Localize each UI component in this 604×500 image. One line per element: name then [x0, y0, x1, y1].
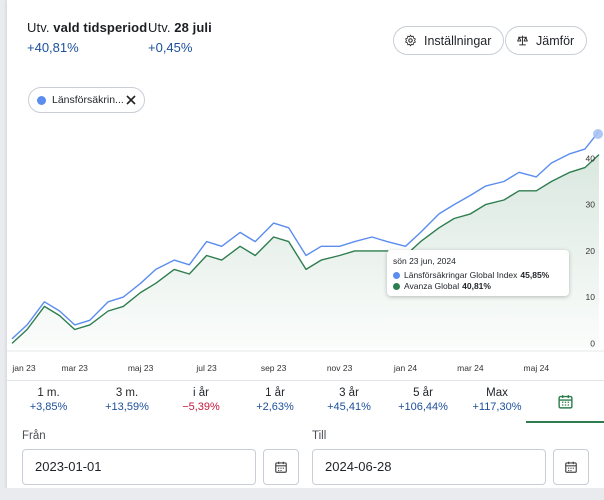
tooltip-series-dot [393, 282, 400, 290]
to-date-block: Till 2024-06-28 [312, 430, 589, 485]
to-label: Till [312, 430, 327, 442]
series-filter-chip[interactable]: Länsförsäkrin... [28, 87, 145, 113]
series-area-fill [12, 154, 599, 348]
compare-button-label: Jämför [536, 33, 575, 48]
y-tick-label: 30 [586, 200, 596, 210]
period-label: 3 år [339, 387, 359, 399]
stat-period-value: +40,81% [27, 40, 79, 55]
tooltip-date: sön 23 jun, 2024 [393, 256, 456, 266]
performance-chart[interactable]: 0 10 20 30 40 jan 23 mar 23 maj 23 jul 23 sep 23… [7, 118, 604, 380]
y-tick-label: 10 [586, 292, 596, 302]
period-5y[interactable]: 5 år +106,44% [386, 381, 460, 422]
bottom-gutter [0, 488, 604, 500]
period-3y[interactable]: 3 år +45,41% [312, 381, 386, 422]
series-line-lansforsakringar [11, 130, 600, 340]
y-tick-label: 20 [586, 246, 596, 256]
period-label: 1 m. [37, 387, 60, 399]
stat-day-label: Utv. 28 juli [148, 20, 212, 35]
series-line-avanza [11, 154, 600, 344]
calendar-icon [275, 461, 287, 473]
x-tick-label: jul 23 [195, 363, 217, 373]
tooltip-series-value: 40,81% [462, 281, 491, 291]
calendar-icon [565, 461, 577, 473]
period-value: +106,44% [398, 401, 448, 413]
period-1m[interactable]: 1 m. +3,85% [7, 381, 90, 422]
chart-tooltip: sön 23 jun, 2024 Länsförsäkringar Global… [387, 250, 569, 296]
x-tick-label: mar 23 [61, 363, 88, 373]
y-tick-label: 40 [586, 153, 596, 163]
x-tick-label: maj 24 [524, 363, 550, 373]
period-label: 3 m. [115, 387, 139, 399]
period-value: +3,85% [29, 401, 68, 413]
period-label: 1 år [265, 387, 285, 399]
to-date-input[interactable]: 2024-06-28 [312, 449, 546, 485]
stat-period-label: Utv. vald tidsperiod [27, 20, 148, 35]
period-ytd[interactable]: i år −5,39% [164, 381, 238, 422]
scale-icon [517, 35, 528, 46]
period-value: +117,30% [472, 401, 522, 413]
period-1y[interactable]: 1 år +2,63% [238, 381, 312, 422]
from-label: Från [22, 430, 46, 442]
compare-button[interactable]: Jämför [505, 26, 588, 55]
tooltip-series-value: 45,85% [520, 270, 550, 280]
close-icon[interactable] [124, 93, 138, 107]
tooltip-series-name: Avanza Global [404, 281, 460, 291]
settings-button-label: Inställningar [424, 33, 492, 48]
settings-button[interactable]: Inställningar [393, 26, 505, 55]
period-max[interactable]: Max +117,30% [460, 381, 534, 422]
x-tick-label: sep 23 [261, 363, 287, 373]
from-calendar-button[interactable] [263, 449, 299, 485]
tooltip-series-dot [393, 271, 400, 279]
tooltip-row: Länsförsäkringar Global Index 45,85% [393, 270, 563, 280]
stat-selected-period: Utv. vald tidsperiod +40,81% [27, 20, 147, 55]
gear-icon [405, 34, 416, 47]
chip-label: Länsförsäkrin... [52, 94, 124, 106]
series-color-dot [37, 95, 46, 105]
y-tick-label: 0 [590, 338, 595, 348]
stat-day-value: +0,45% [148, 40, 193, 55]
from-date-input[interactable]: 2023-01-01 [22, 449, 256, 485]
period-3m[interactable]: 3 m. +13,59% [90, 381, 164, 422]
tooltip-row: Avanza Global 40,81% [393, 281, 563, 291]
x-tick-label: mar 24 [457, 363, 484, 373]
period-label: Max [486, 387, 508, 399]
x-tick-label: nov 23 [327, 363, 353, 373]
period-value: +13,59% [105, 401, 149, 413]
period-value: +45,41% [327, 401, 371, 413]
period-value: +2,63% [256, 401, 294, 413]
x-tick-label: jan 23 [11, 363, 35, 373]
stat-day: Utv. 28 juli +0,45% [148, 20, 212, 55]
hover-point [593, 129, 603, 139]
tooltip-series-name: Länsförsäkringar Global Index [404, 270, 518, 280]
to-calendar-button[interactable] [553, 449, 589, 485]
custom-range-tab[interactable] [526, 381, 604, 423]
period-value: −5,39% [182, 401, 220, 413]
period-selector: 1 m. +3,85% 3 m. +13,59% i år −5,39% 1 år +2… [7, 380, 604, 423]
from-date-block: Från 2023-01-01 [22, 430, 299, 485]
period-label: 5 år [413, 387, 433, 399]
x-tick-label: jan 24 [393, 363, 417, 373]
x-tick-label: maj 23 [128, 363, 154, 373]
performance-card: Utv. vald tidsperiod +40,81% Utv. 28 jul… [7, 0, 604, 500]
calendar-icon [557, 394, 573, 409]
period-label: i år [193, 387, 209, 399]
